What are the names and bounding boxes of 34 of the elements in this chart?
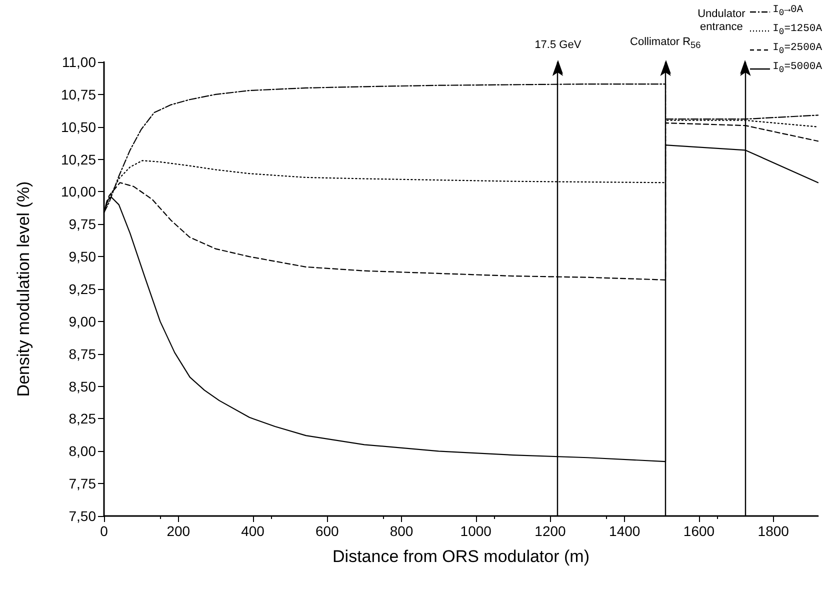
ref-line-label: 17.5 GeV — [534, 39, 582, 52]
x-tick-label: 600 — [315, 523, 340, 539]
y-axis-title: Density modulation level (%) — [14, 181, 33, 397]
y-tick-label: 10,25 — [60, 151, 96, 168]
y-tick-label: 7,75 — [68, 476, 96, 492]
x-tick-label: 1400 — [609, 523, 640, 539]
ref-line-label: Undulator entrance — [698, 8, 746, 34]
y-tick-label: 8,75 — [68, 346, 96, 362]
x-tick-label: 1200 — [534, 523, 566, 539]
ref-line-label: Collimator R$_{56}$ — [630, 36, 701, 52]
x-tick-label: 1000 — [460, 523, 492, 539]
x-tick-label: 0 — [100, 523, 108, 539]
x-tick-label: 1600 — [683, 523, 715, 539]
y-tick-label: 9,50 — [68, 248, 96, 265]
y-tick-label: 9,75 — [68, 216, 96, 232]
y-tick-label: 9,25 — [68, 281, 96, 297]
y-tick-label: 8,50 — [68, 378, 96, 394]
legend-label: I$_{0}$=1250A — [772, 22, 822, 40]
y-tick-label: 9,00 — [68, 313, 96, 330]
y-tick-label: 8,00 — [68, 443, 96, 460]
x-tick-label: 800 — [390, 523, 414, 539]
y-tick-label: 10,50 — [60, 118, 96, 135]
x-tick-label: 400 — [241, 523, 265, 539]
x-axis-title: Distance from ORS modulator (m) — [332, 547, 590, 566]
x-tick-label: 200 — [166, 523, 190, 539]
legend-label: I$_{0}$=2500A — [772, 41, 822, 58]
y-tick-label: 7,50 — [68, 508, 96, 524]
legend-label: I$_{0}$→0A — [772, 3, 804, 20]
y-tick-label: 11,00 — [62, 54, 96, 70]
legend-label: I$_{0}$=5000A — [772, 60, 822, 78]
y-tick-label: 10,75 — [60, 86, 96, 102]
y-tick-label: 8,25 — [68, 410, 96, 427]
x-tick-label: 1800 — [758, 523, 790, 539]
y-tick-label: 10,00 — [60, 184, 96, 200]
